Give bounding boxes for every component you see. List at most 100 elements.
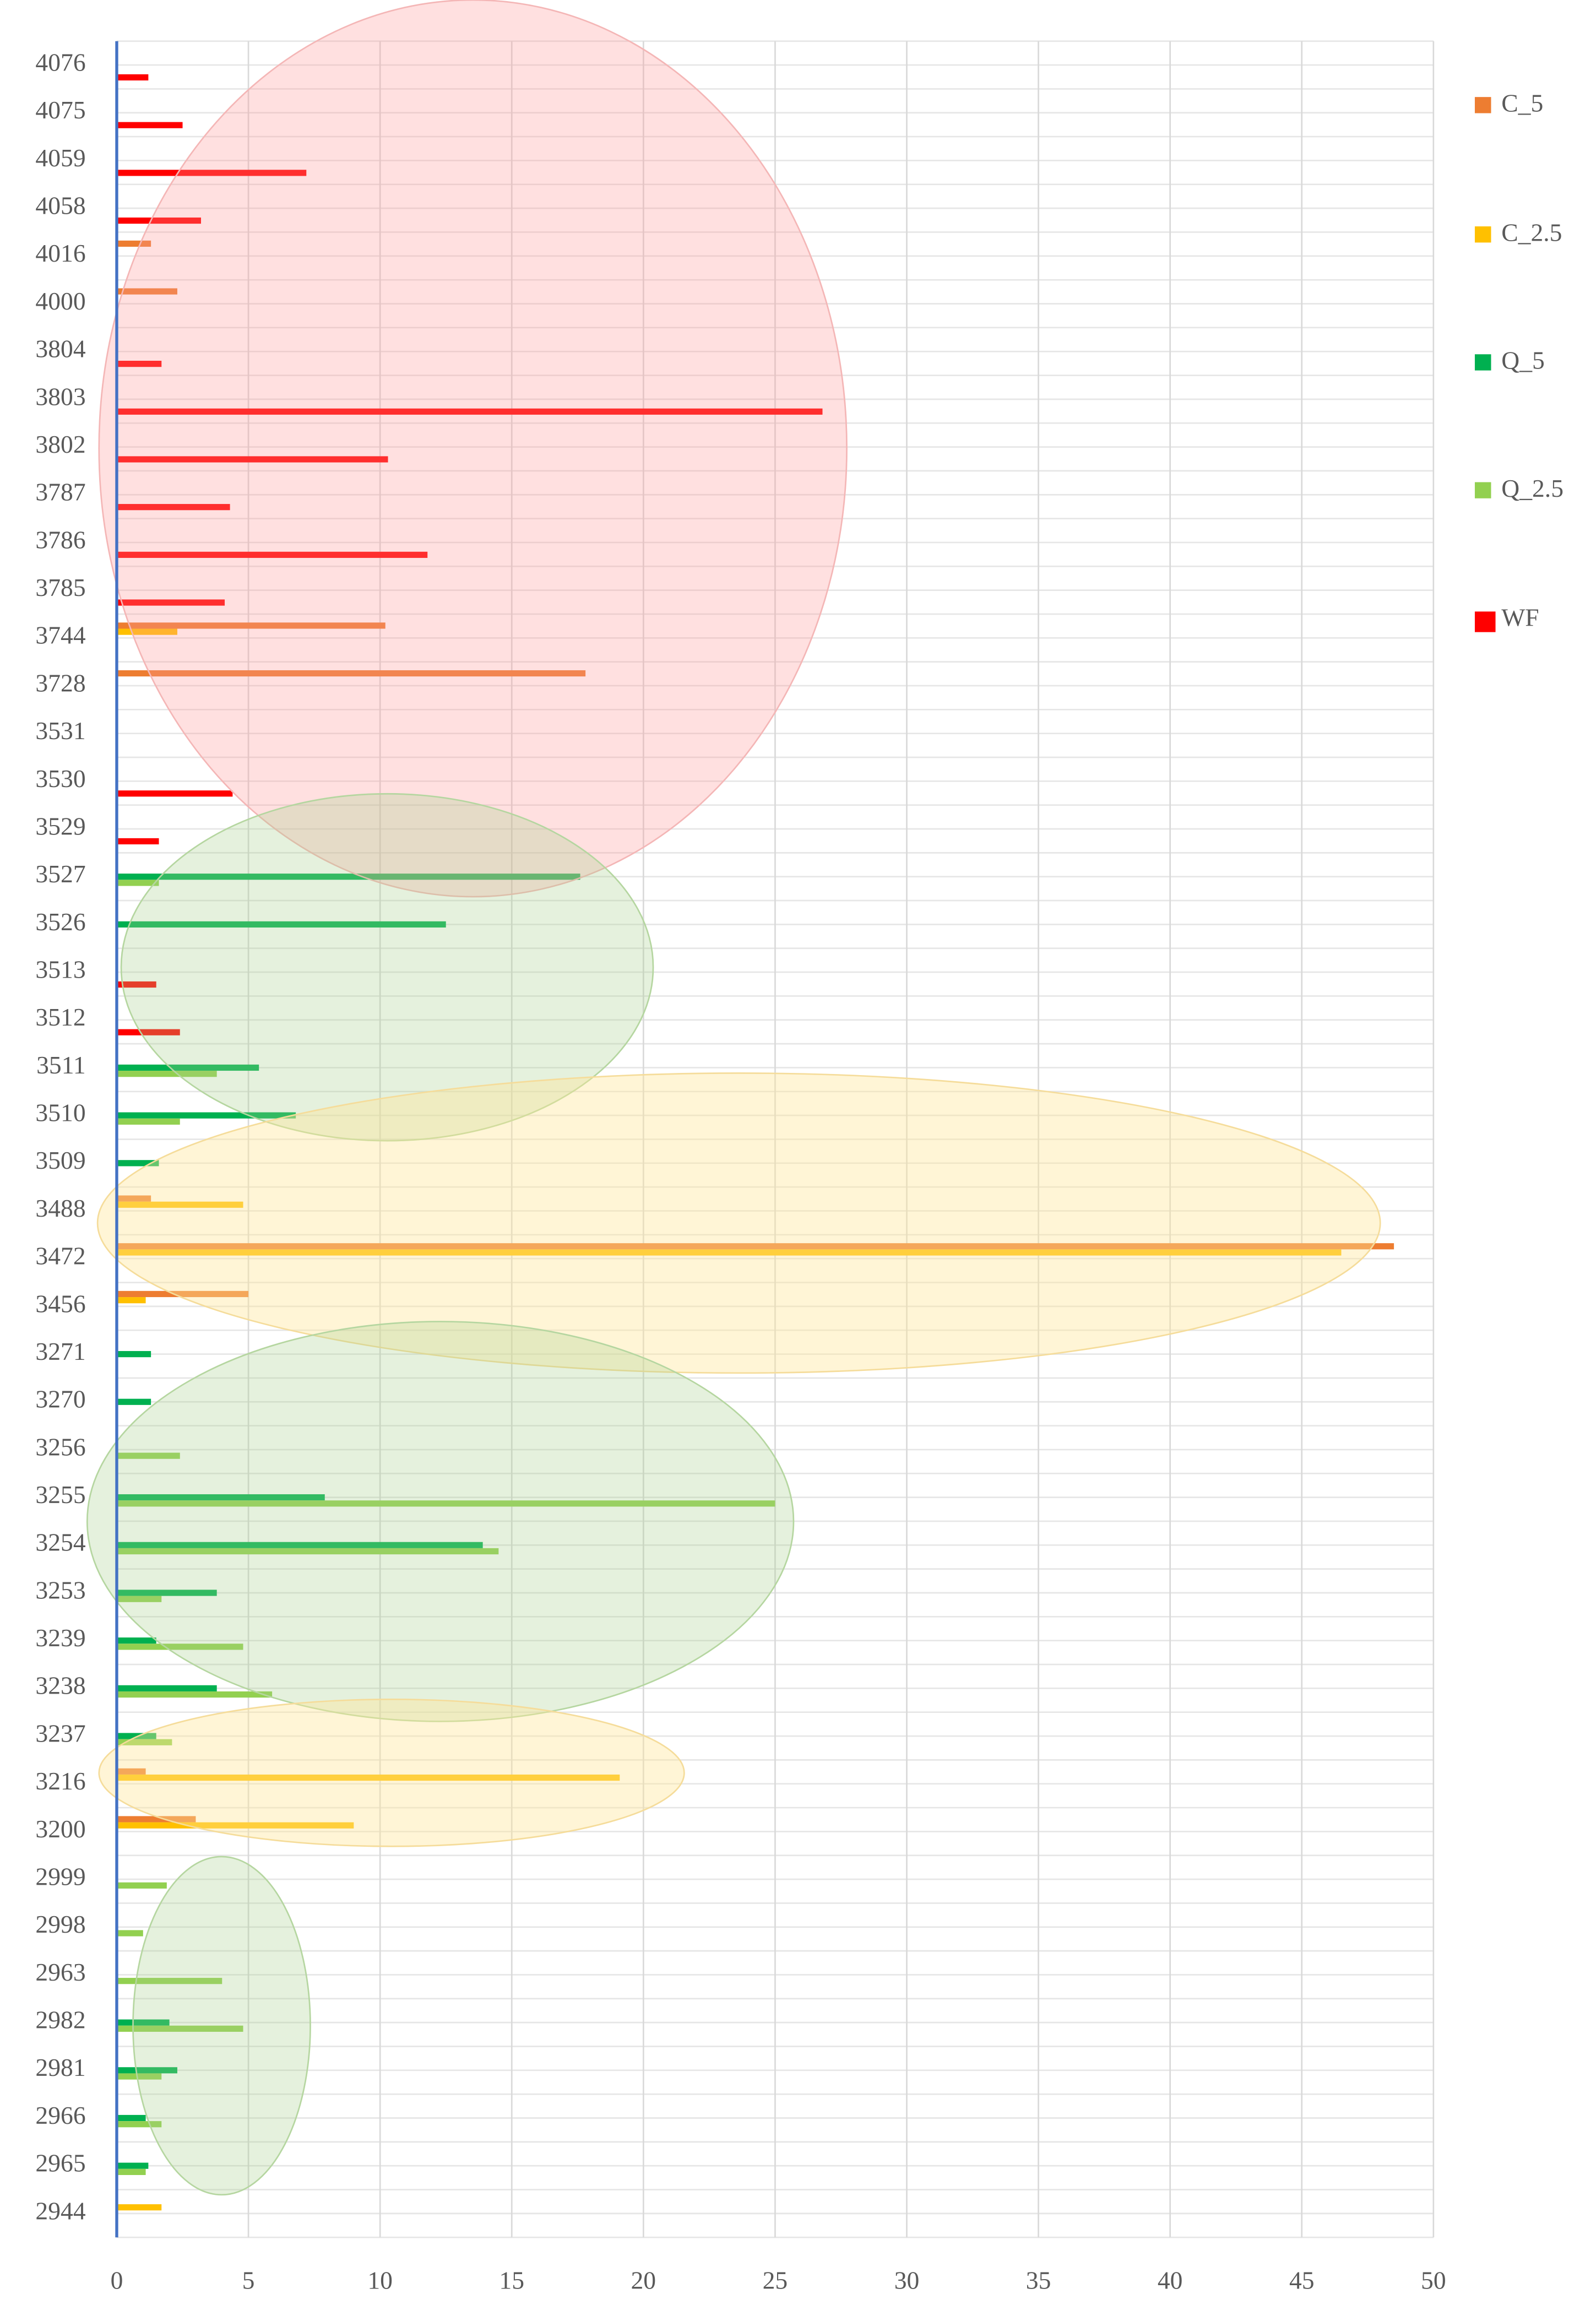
bar <box>116 1816 196 1823</box>
bar <box>116 1882 167 1889</box>
y-tick-label: 3255 <box>35 1480 85 1509</box>
bar <box>116 1071 217 1077</box>
y-tick-label: 2998 <box>35 1910 85 1938</box>
labels: 0 5 10 15 20 25 30 35 40 45 50 4076 4075 4059 4058 4016… <box>35 41 1564 2294</box>
x-tick-label: 30 <box>894 2266 920 2294</box>
y-tick-label: 3238 <box>35 1672 85 1700</box>
legend-label: WF <box>1501 604 1539 632</box>
y-tick-label: 3200 <box>35 1815 85 1843</box>
x-tick-label: 50 <box>1421 2266 1446 2294</box>
x-tick-label: 40 <box>1158 2266 1183 2294</box>
highlight-ellipse <box>98 0 848 898</box>
bar <box>116 170 307 176</box>
bar <box>116 1644 243 1650</box>
bar <box>116 2168 146 2176</box>
y-tick-label: 3256 <box>35 1433 85 1461</box>
legend-label: C_5 <box>1501 89 1543 117</box>
bar <box>116 1160 159 1167</box>
bar <box>116 456 388 463</box>
y-tick-label: 3216 <box>35 1767 85 1795</box>
bar <box>116 880 159 886</box>
bar <box>116 1029 180 1035</box>
y-tick-label: 3472 <box>35 1242 85 1270</box>
bar <box>116 2073 162 2080</box>
y-tick-label: 3511 <box>36 1051 86 1079</box>
y-tick-label: 3527 <box>35 860 85 888</box>
y-tick-label: 3254 <box>35 1528 85 1556</box>
legend-swatch <box>1474 97 1491 113</box>
bar <box>116 599 225 606</box>
y-tick-label: 3787 <box>35 478 85 506</box>
bar <box>116 551 428 558</box>
bar <box>116 1590 217 1596</box>
y-tick-label: 3728 <box>35 669 85 697</box>
y-tick-label: 3785 <box>35 573 85 601</box>
y-tick-label: 2981 <box>35 2053 85 2081</box>
bar <box>116 1297 146 1304</box>
bar <box>116 628 177 635</box>
bar <box>116 1691 273 1698</box>
y-tick-label: 3509 <box>35 1146 85 1174</box>
bar <box>116 874 580 880</box>
bar <box>116 838 159 845</box>
y-tick-label: 3530 <box>35 764 85 793</box>
y-tick-label: 3804 <box>35 335 85 363</box>
y-tick-label: 3513 <box>35 956 85 984</box>
x-tick-label: 20 <box>631 2266 656 2294</box>
bar <box>116 981 156 988</box>
bar <box>116 217 201 224</box>
x-tick-label: 5 <box>242 2266 255 2294</box>
y-tick-label: 3531 <box>35 717 85 745</box>
bar <box>116 1774 620 1781</box>
bar <box>116 240 151 247</box>
bar <box>116 1398 151 1405</box>
x-tick-label: 45 <box>1289 2266 1315 2294</box>
y-tick-label: 3526 <box>35 908 85 936</box>
y-tick-label: 4059 <box>35 144 85 172</box>
legend-swatch <box>1474 354 1491 371</box>
y-tick-label: 3237 <box>35 1720 85 1748</box>
bar <box>116 1542 483 1548</box>
bar <box>116 2019 170 2026</box>
bar <box>116 1118 180 1125</box>
y-tick-label: 2963 <box>35 1958 85 1986</box>
bar <box>116 1195 151 1202</box>
y-tick-label: 4076 <box>35 48 85 77</box>
bar <box>116 1930 143 1937</box>
y-tick-label: 2965 <box>35 2149 85 2177</box>
bar <box>116 1500 775 1507</box>
y-tick-label: 3253 <box>35 1576 85 1604</box>
legend-label: Q_5 <box>1501 346 1545 375</box>
bar <box>116 622 386 629</box>
legend-swatch <box>1474 611 1496 632</box>
bar <box>116 1494 325 1501</box>
y-tick-label: 4016 <box>35 239 85 267</box>
bar <box>116 790 233 797</box>
y-tick-label: 2966 <box>35 2101 85 2129</box>
bar <box>116 74 149 81</box>
bar <box>116 670 586 677</box>
bar <box>116 122 183 128</box>
bar <box>116 1978 222 1984</box>
y-tick-label: 3529 <box>35 812 85 840</box>
y-tick-label: 3512 <box>35 1003 85 1031</box>
y-tick-label: 3510 <box>35 1099 85 1127</box>
x-tick-label: 25 <box>763 2266 788 2294</box>
y-tick-label: 3802 <box>35 430 85 458</box>
x-tick-label: 10 <box>367 2266 393 2294</box>
bar <box>116 504 230 511</box>
grid <box>116 40 1435 2238</box>
y-tick-label: 4000 <box>35 287 85 315</box>
x-tick-label: 0 <box>111 2266 123 2294</box>
bar <box>116 1249 1342 1256</box>
bar <box>116 1637 156 1644</box>
bar <box>116 2121 162 2128</box>
bar <box>116 2162 149 2169</box>
y-tick-label: 4058 <box>35 192 85 220</box>
legend-swatch <box>1474 226 1491 243</box>
x-tick-label: 35 <box>1026 2266 1051 2294</box>
bar <box>116 2067 177 2074</box>
y-tick-label: 3271 <box>35 1337 85 1365</box>
